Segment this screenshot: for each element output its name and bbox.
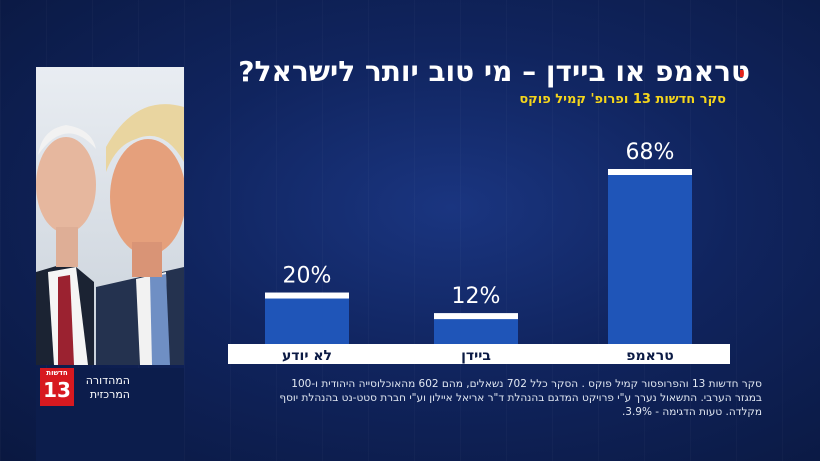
- candidates-photo: [36, 67, 184, 365]
- title-bullet: [740, 70, 747, 77]
- logo-text: חדשות: [46, 369, 68, 377]
- data-label: 20%: [283, 264, 332, 289]
- logo-number: 13: [43, 378, 71, 402]
- survey-methodology-note: סקר חדשות 13 והפרופסור קמיל פוקס . הסקר …: [279, 378, 762, 418]
- data-label: 68%: [626, 140, 675, 165]
- bar-cap: [608, 169, 692, 175]
- bar-cap: [265, 292, 349, 299]
- category-label: ביידן: [461, 348, 491, 364]
- bar-group: 12%: [434, 284, 518, 344]
- bar: [265, 292, 349, 344]
- category-label: טראמפ: [626, 348, 673, 364]
- category-label: לא יודע: [282, 348, 332, 364]
- bar-cap: [434, 313, 518, 320]
- channel-13-logo: חדשות 13: [40, 368, 74, 406]
- category-label-strip: [228, 344, 730, 364]
- chart-subtitle: סקר חדשות 13 ופרופ' קמיל פוקס: [519, 92, 726, 107]
- show-name: המהדורה המרכזית: [85, 374, 130, 401]
- bar-group: 20%: [265, 264, 349, 344]
- data-label: 12%: [452, 284, 501, 309]
- bar: [608, 169, 692, 344]
- bar-group: 68%: [608, 140, 692, 344]
- chart-title: טראמפ או ביידן – מי טוב יותר לישראל?: [238, 55, 750, 88]
